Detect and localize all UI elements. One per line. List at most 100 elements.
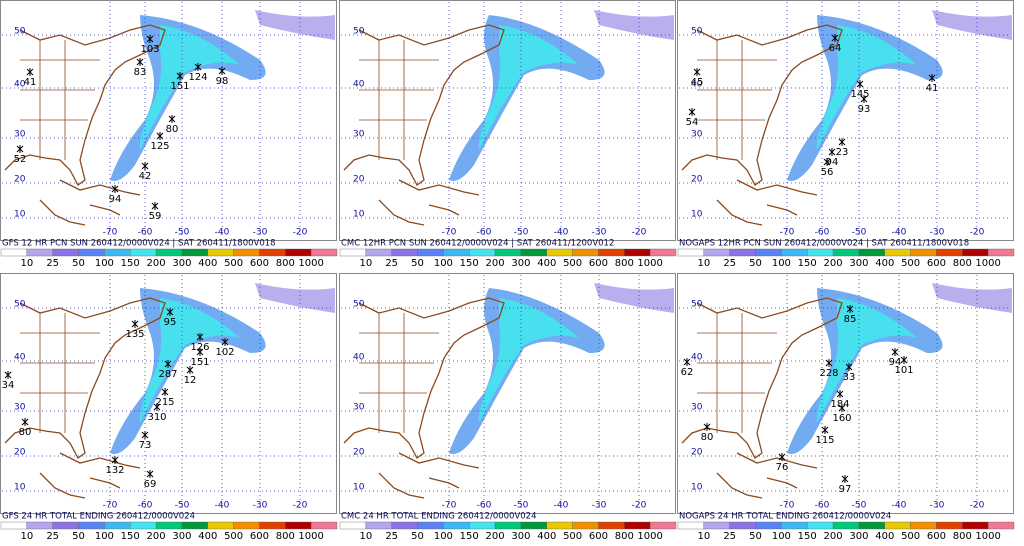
colorbar-label: 200	[147, 531, 166, 542]
max-star-mark	[156, 132, 164, 140]
max-value: 310	[147, 412, 166, 423]
max-star-mark	[846, 305, 854, 313]
colorbar-swatch	[598, 521, 625, 530]
colorbar-label: 25	[723, 531, 736, 542]
colorbar-label: 150	[798, 258, 817, 269]
max-value: 93	[858, 104, 871, 115]
coastline	[4, 24, 166, 226]
precip-fringe	[594, 283, 674, 313]
lon-label: -70	[103, 501, 118, 511]
lat-label: 20	[14, 448, 26, 458]
max-value: 101	[894, 365, 913, 376]
colorbar-swatch	[807, 248, 834, 257]
colorbar-label: 600	[589, 258, 608, 269]
max-star-mark	[141, 162, 149, 170]
colorbar-swatch	[130, 248, 157, 257]
colorbar-swatch	[339, 248, 367, 257]
colorbar-label: 100	[434, 531, 453, 542]
colorbar-label: 300	[849, 531, 868, 542]
max-star-mark	[831, 34, 839, 42]
max-star-mark	[860, 95, 868, 103]
max-star-mark	[196, 333, 204, 341]
lon-label: -40	[892, 501, 907, 511]
max-star-mark	[136, 58, 144, 66]
lon-label: -70	[442, 228, 457, 238]
max-value: 34	[2, 380, 15, 391]
colorbar-swatch	[832, 521, 860, 530]
colorbar-label: 100	[95, 258, 114, 269]
max-star-mark	[928, 74, 936, 82]
colorbar-swatch	[130, 521, 157, 530]
colorbar-label: 1000	[975, 258, 1000, 269]
lat-label: 20	[14, 175, 26, 185]
max-value: 41	[926, 83, 939, 94]
lon-label: -70	[442, 501, 457, 511]
colorbar-label: 300	[511, 258, 530, 269]
colorbar-swatch	[598, 248, 625, 257]
max-value: 125	[150, 141, 169, 152]
colorbar-swatch	[910, 248, 937, 257]
colorbar-swatch	[781, 521, 808, 530]
max-value: 54	[686, 117, 699, 128]
max-value: 80	[166, 124, 179, 135]
colorbar-swatch	[858, 521, 885, 530]
max-star-mark	[153, 403, 161, 411]
lon-label: -60	[138, 501, 153, 511]
max-star-mark	[194, 63, 202, 71]
max-value: 52	[14, 154, 27, 165]
panel-caption: NOGAPS 24 HR TOTAL ENDING 260412/0000V02…	[679, 512, 891, 522]
lat-label: 40	[353, 353, 365, 363]
max-star-mark	[688, 108, 696, 116]
precip-core	[478, 25, 579, 150]
colorbar-swatch	[469, 521, 496, 530]
lon-label: -30	[592, 228, 607, 238]
colorbar-swatch	[233, 521, 260, 530]
colorbar-swatch	[494, 521, 522, 530]
lat-label: 20	[691, 175, 703, 185]
lat-label: 50	[353, 300, 365, 310]
lon-label: -40	[554, 228, 569, 238]
max-value: 94	[826, 157, 839, 168]
max-star-mark	[166, 308, 174, 316]
colorbar-label: 600	[250, 531, 269, 542]
max-star-mark	[856, 80, 864, 88]
colorbar-swatch	[703, 521, 730, 530]
lat-label: 20	[353, 175, 365, 185]
max-value: 287	[158, 369, 177, 380]
max-value: 160	[832, 413, 851, 424]
lat-label: 10	[691, 483, 703, 493]
colorbar-label: 800	[953, 258, 972, 269]
lon-label: -20	[632, 501, 647, 511]
colorbar-label: 1000	[637, 531, 662, 542]
state-borders	[20, 40, 100, 160]
coastline	[681, 24, 843, 226]
lat-label: 40	[691, 80, 703, 90]
colorbar-label: 200	[824, 531, 843, 542]
lon-label: -50	[175, 228, 190, 238]
lat-label: 30	[14, 403, 26, 413]
colorbar-label: 10	[697, 258, 710, 269]
colorbar-label: 300	[172, 258, 191, 269]
colorbar-swatch	[624, 521, 651, 530]
colorbar-swatch	[417, 521, 444, 530]
precip-core	[816, 298, 917, 423]
lon-label: -40	[554, 501, 569, 511]
coastline	[681, 297, 843, 499]
lon-label: -30	[930, 501, 945, 511]
colorbar-label: 50	[411, 531, 424, 542]
state-borders	[697, 40, 777, 160]
colorbar-swatch	[649, 248, 677, 257]
max-star-mark	[151, 202, 159, 210]
max-value: 73	[139, 440, 152, 451]
colorbar-swatch	[443, 248, 470, 257]
colorbar-label: 150	[460, 531, 479, 542]
max-value: 59	[149, 211, 162, 222]
lon-label: -30	[253, 228, 268, 238]
colorbar-swatch	[755, 521, 782, 530]
colorbar-swatch	[104, 521, 131, 530]
colorbar-label: 50	[749, 531, 762, 542]
colorbar-swatch	[391, 248, 418, 257]
colorbar-label: 600	[927, 531, 946, 542]
colorbar-swatch	[207, 521, 234, 530]
coastline	[343, 24, 505, 226]
